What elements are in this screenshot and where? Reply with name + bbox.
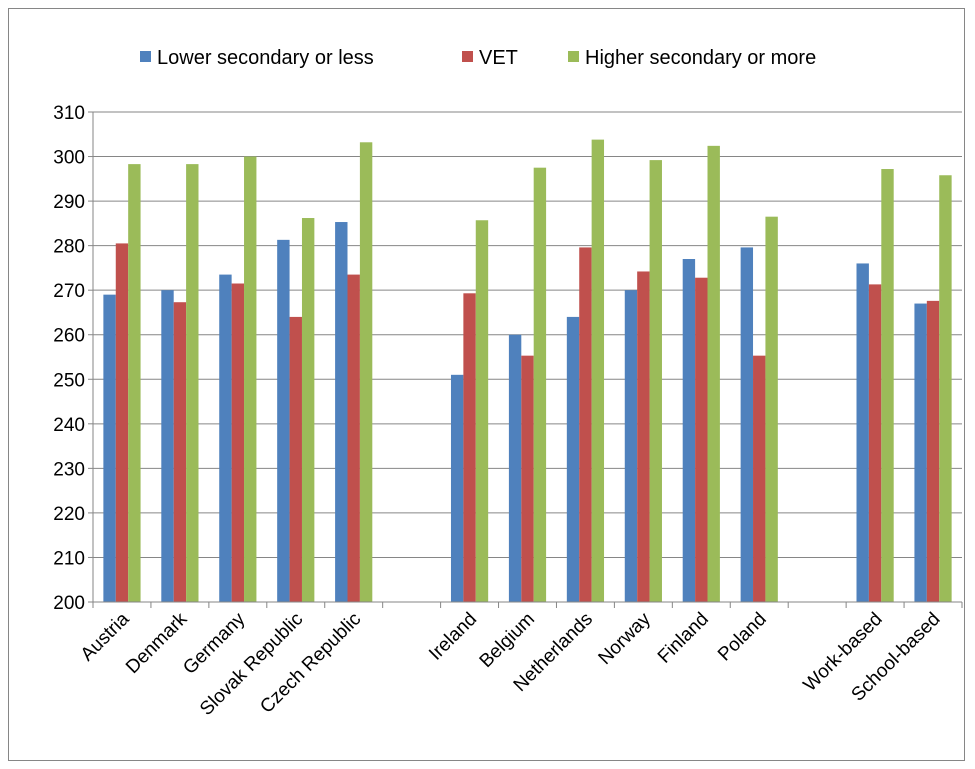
bar-higher-secondary-or-more-czech-republic <box>359 142 373 603</box>
bar-higher-secondary-or-more-ireland <box>475 220 489 602</box>
bar-higher-secondary-or-more-work-based <box>881 169 894 602</box>
x-tick-label-denmark: Denmark <box>122 608 192 678</box>
legend-swatch-higher-secondary-or-more <box>568 51 579 62</box>
y-tick-label-270: 270 <box>53 281 85 302</box>
legend-swatch-lower-secondary-or-less <box>140 51 151 62</box>
bar-vet-czech-republic <box>347 274 360 602</box>
bar-vet-slovak-republic <box>289 316 302 602</box>
bar-higher-secondary-or-more-finland <box>707 145 720 602</box>
y-tick-label-230: 230 <box>53 459 85 480</box>
y-tick-label-250: 250 <box>53 370 85 391</box>
bar-lower-secondary-or-less-denmark <box>161 290 174 602</box>
y-tick-label-220: 220 <box>53 504 85 525</box>
y-tick-label-300: 300 <box>53 148 85 169</box>
bar-vet-work-based <box>868 284 882 602</box>
y-tick-label-200: 200 <box>53 593 85 614</box>
bar-higher-secondary-or-more-netherlands <box>591 139 605 602</box>
bar-lower-secondary-or-less-slovak-republic <box>277 239 290 602</box>
bar-higher-secondary-or-more-austria <box>128 164 141 602</box>
y-tick-label-260: 260 <box>53 326 85 347</box>
bar-vet-school-based <box>926 300 940 602</box>
y-tick-label-290: 290 <box>53 192 85 213</box>
y-tick-label-210: 210 <box>53 548 85 569</box>
bar-higher-secondary-or-more-belgium <box>533 167 547 602</box>
legend: Lower secondary or less VET Higher seconda… <box>140 47 816 69</box>
legend-swatch-vet <box>462 51 473 62</box>
bar-lower-secondary-or-less-belgium <box>508 334 522 602</box>
x-tick-label-finland: Finland <box>654 609 713 668</box>
bar-lower-secondary-or-less-netherlands <box>566 316 580 602</box>
bars <box>103 139 952 603</box>
bar-higher-secondary-or-more-germany <box>244 156 257 603</box>
bar-higher-secondary-or-more-school-based <box>939 175 952 602</box>
bar-lower-secondary-or-less-ireland <box>450 374 464 602</box>
legend-label-higher-secondary-or-more: Higher secondary or more <box>585 47 816 69</box>
x-tick-label-poland: Poland <box>714 609 771 666</box>
legend-label-vet: VET <box>479 47 518 69</box>
y-axis: 200 210 220 230 240 250 260 270 280 290 300 310 <box>53 103 94 614</box>
bar-vet-austria <box>115 243 129 602</box>
bar-vet-poland <box>753 355 766 602</box>
bar-vet-norway <box>637 271 650 602</box>
bar-chart: Lower secondary or less VET Higher seconda… <box>53 47 963 720</box>
bar-vet-belgium <box>521 355 534 602</box>
bar-vet-ireland <box>463 293 476 602</box>
x-tick-label-ireland: Ireland <box>425 609 481 665</box>
bar-lower-secondary-or-less-czech-republic <box>335 222 348 602</box>
y-tick-label-280: 280 <box>53 237 85 258</box>
chart-frame: Lower secondary or less VET Higher seconda… <box>8 8 965 761</box>
bar-higher-secondary-or-more-slovak-republic <box>301 218 315 602</box>
bar-lower-secondary-or-less-poland <box>740 247 754 603</box>
x-tick-label-norway: Norway <box>595 608 656 669</box>
bar-lower-secondary-or-less-school-based <box>914 303 927 602</box>
x-tick-label-czech-republic: Czech Republic <box>256 609 365 718</box>
bar-lower-secondary-or-less-austria <box>103 294 116 602</box>
bar-higher-secondary-or-more-poland <box>765 216 778 602</box>
bar-vet-denmark <box>173 302 187 602</box>
y-tick-label-240: 240 <box>53 415 85 436</box>
x-tick-label-austria: Austria <box>77 608 134 665</box>
bar-vet-germany <box>231 283 245 602</box>
x-tick-label-slovak-republic: Slovak Republic <box>196 609 307 720</box>
bar-lower-secondary-or-less-norway <box>624 290 638 602</box>
bar-vet-finland <box>695 277 708 602</box>
bar-lower-secondary-or-less-germany <box>219 274 232 602</box>
bar-higher-secondary-or-more-norway <box>649 160 662 603</box>
legend-label-lower-secondary-or-less: Lower secondary or less <box>157 47 374 69</box>
bar-vet-netherlands <box>579 247 592 603</box>
bar-lower-secondary-or-less-finland <box>682 259 696 602</box>
y-tick-label-310: 310 <box>53 103 85 124</box>
bar-lower-secondary-or-less-work-based <box>856 263 869 602</box>
bar-higher-secondary-or-more-denmark <box>186 164 199 602</box>
